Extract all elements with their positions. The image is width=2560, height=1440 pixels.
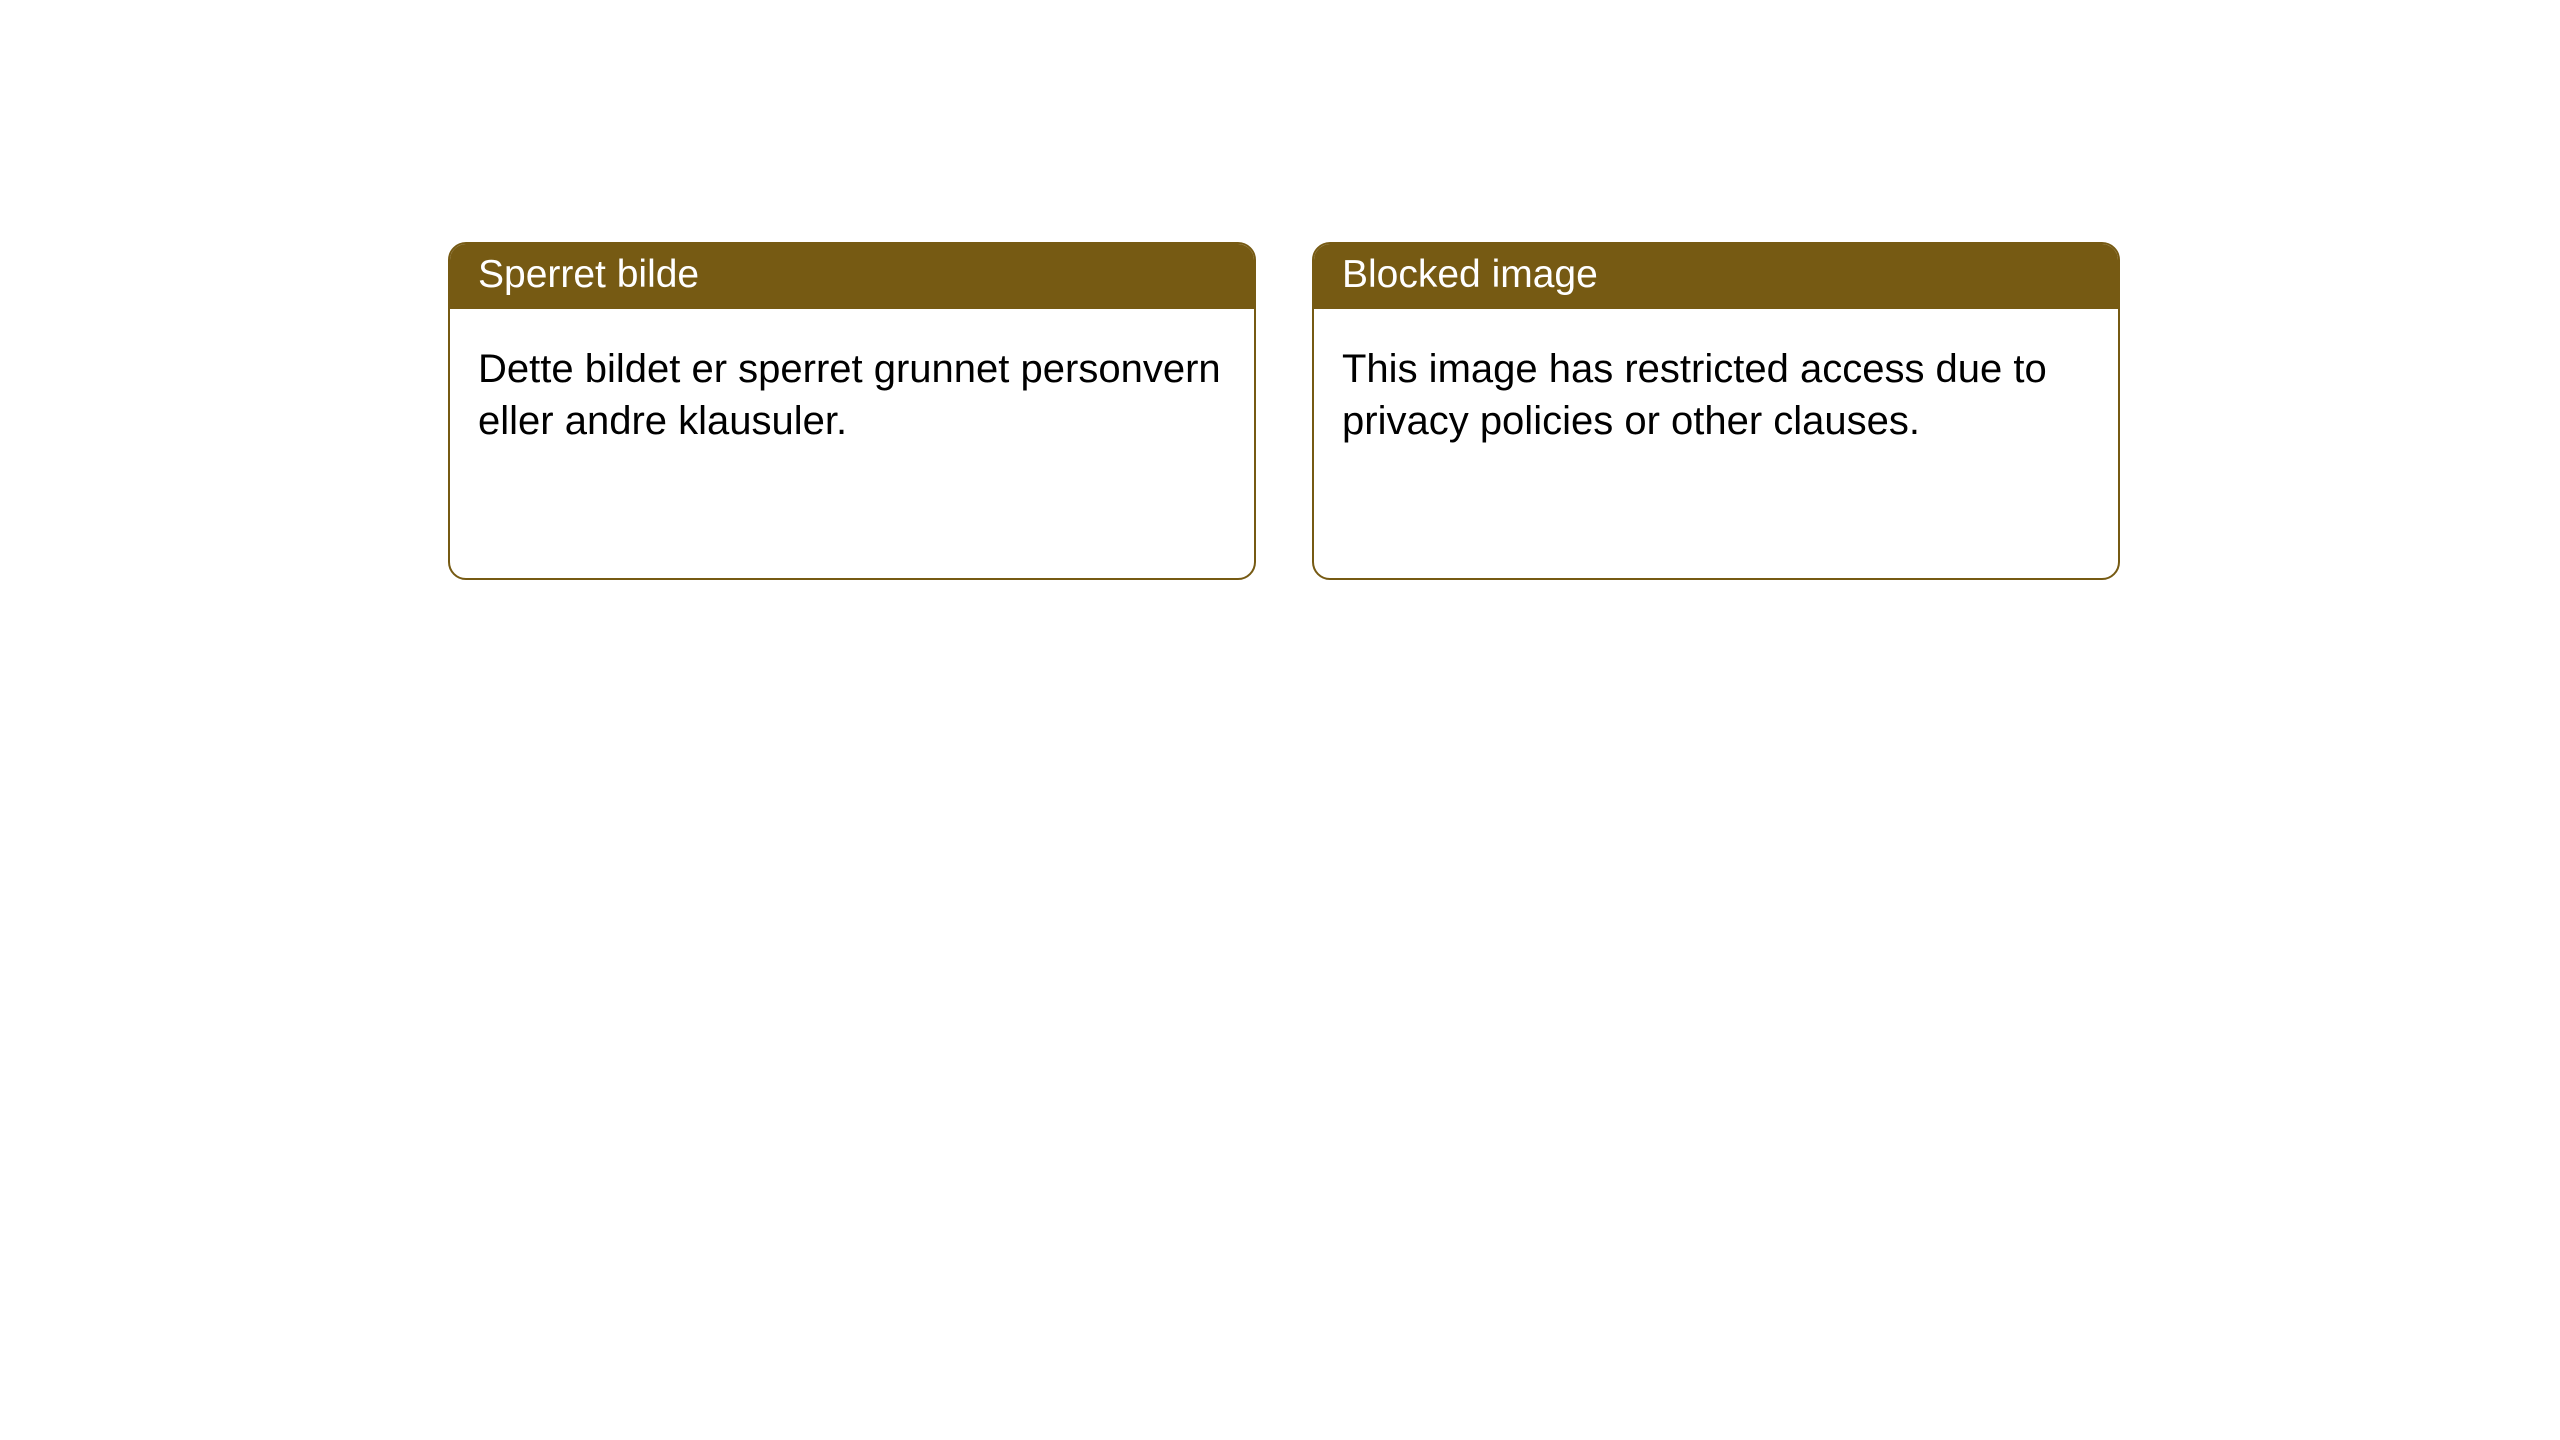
card-container: Sperret bilde Dette bildet er sperret gr… <box>0 0 2560 580</box>
card-body-en: This image has restricted access due to … <box>1314 309 2118 481</box>
card-header-en: Blocked image <box>1314 244 2118 309</box>
notice-card-no: Sperret bilde Dette bildet er sperret gr… <box>448 242 1256 580</box>
card-body-no: Dette bildet er sperret grunnet personve… <box>450 309 1254 481</box>
card-header-no: Sperret bilde <box>450 244 1254 309</box>
notice-card-en: Blocked image This image has restricted … <box>1312 242 2120 580</box>
